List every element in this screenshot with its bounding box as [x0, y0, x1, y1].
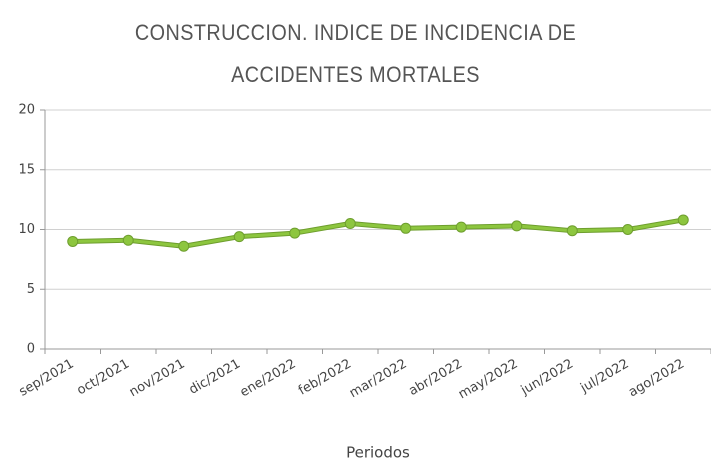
x-tick-label: ene/2022 — [238, 357, 299, 401]
point — [455, 221, 467, 233]
y-tick-label: 0 — [27, 342, 35, 357]
chart-title: CONSTRUCCION. INDICE DE INCIDENCIA DE AC… — [134, 20, 577, 87]
point — [178, 240, 190, 252]
point — [622, 224, 634, 235]
x-tick-label: oct/2021 — [75, 357, 132, 399]
point — [67, 235, 79, 247]
x-tick-label: jul/2022 — [577, 357, 631, 397]
point — [122, 234, 134, 246]
x-tick-label: sep/2021 — [17, 357, 77, 400]
y-tick-label: 10 — [18, 222, 35, 237]
y-tick-label: 5 — [27, 282, 35, 297]
x-axis-label: Periodos — [346, 444, 410, 462]
point — [566, 225, 578, 237]
point — [233, 231, 245, 243]
x-tick-label: may/2022 — [456, 357, 520, 403]
x-tick-label: ago/2022 — [626, 357, 687, 401]
point — [344, 218, 356, 230]
x-tick-label: abr/2022 — [406, 357, 465, 400]
x-tick-label: nov/2021 — [127, 357, 188, 401]
x-tick-label: jun/2022 — [518, 357, 576, 399]
x-tick-label: dic/2021 — [187, 357, 243, 398]
y-tick-label: 15 — [18, 162, 35, 177]
series-line — [72, 218, 684, 248]
y-tick-label: 20 — [18, 103, 35, 118]
point — [289, 227, 301, 239]
point — [400, 222, 412, 234]
x-tick-label: feb/2022 — [296, 357, 354, 399]
x-tick-label: mar/2022 — [347, 357, 409, 402]
line-shadow — [72, 217, 684, 249]
point — [677, 214, 689, 226]
point — [511, 220, 523, 232]
